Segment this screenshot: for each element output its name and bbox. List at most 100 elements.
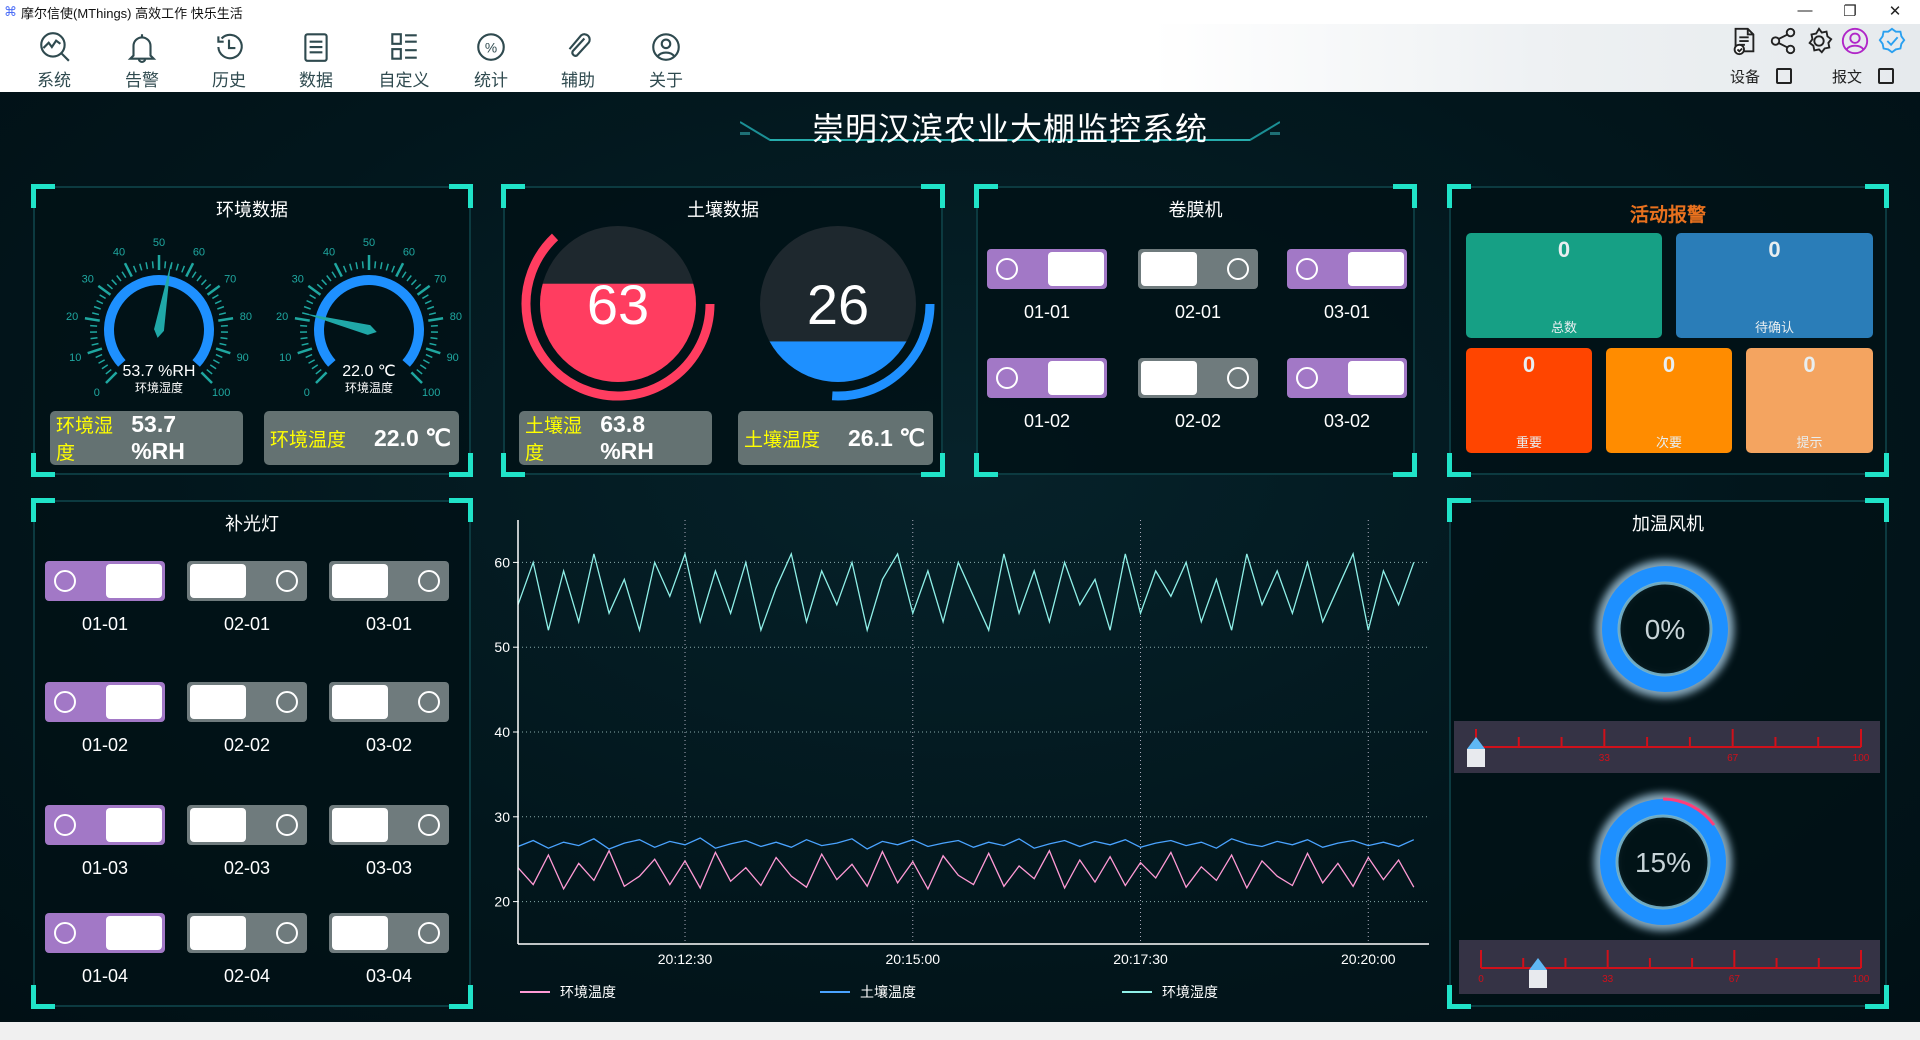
gauge-tick <box>306 299 314 305</box>
legend-item[interactable]: 环境湿度 <box>1122 982 1218 1002</box>
alarm-label: 重要 <box>1515 435 1542 450</box>
gauge-tick <box>91 312 100 316</box>
toggle-switch-01-04[interactable] <box>45 913 165 953</box>
gauge-tick <box>321 279 328 286</box>
toggle-switch-03-04[interactable] <box>329 913 449 953</box>
y-tick-label: 60 <box>494 554 510 570</box>
user-circle-button[interactable] <box>1840 26 1872 58</box>
legend-item[interactable]: 环境温度 <box>520 982 616 1002</box>
toolbar-label: 历史 <box>212 71 246 90</box>
slider-handle[interactable] <box>1467 749 1485 767</box>
alarm-card-1[interactable]: 0 待确认 <box>1676 233 1873 338</box>
toolbar-user-button[interactable]: 关于 <box>626 30 706 91</box>
toggle-circle-icon <box>418 814 440 836</box>
toggle-switch-03-01[interactable] <box>1287 249 1407 289</box>
gauge-tick <box>215 353 223 359</box>
toggle-switch-01-01[interactable] <box>987 249 1107 289</box>
gauge-tick <box>391 265 396 273</box>
legend-swatch <box>1122 991 1152 993</box>
toggle-label: 03-01 <box>365 614 413 634</box>
legend-item[interactable]: 土壤温度 <box>820 982 916 1002</box>
gauge-tick <box>175 263 179 271</box>
message-checkbox[interactable] <box>1878 68 1894 84</box>
toggle-switch-03-02[interactable] <box>329 682 449 722</box>
toggle-switch-02-01[interactable] <box>1138 249 1258 289</box>
toolbar-paperclip-button[interactable]: 辅助 <box>538 30 618 91</box>
toolbar-bell-button[interactable]: 告警 <box>102 30 182 91</box>
verified-badge-button[interactable] <box>1877 26 1909 58</box>
gauge-tick-label: 20 <box>66 311 78 323</box>
toggle-circle-icon <box>418 691 440 713</box>
gauge-tick <box>305 353 313 359</box>
minimize-button[interactable]: — <box>1797 2 1813 19</box>
gauge-tick <box>169 262 173 270</box>
gauge-tick <box>212 359 220 364</box>
toolbar-percent-button[interactable]: % 统计 <box>451 30 531 91</box>
toolbar-label: 数据 <box>299 71 333 90</box>
toggle-knob <box>190 685 246 719</box>
toggle-label: 02-03 <box>223 858 271 878</box>
soil-temperature-box: 土壤温度 26.1 ℃ <box>738 411 933 465</box>
toggle-label: 02-04 <box>223 966 271 986</box>
alarm-card-2[interactable]: 0 重要 <box>1466 348 1592 453</box>
alarm-card-3[interactable]: 0 次要 <box>1606 348 1732 453</box>
toggle-switch-02-02[interactable] <box>1138 358 1258 398</box>
toggle-circle-icon <box>1296 258 1318 280</box>
gauge-tick-label: 0 <box>94 387 100 398</box>
restore-button[interactable]: ❐ <box>1843 3 1857 20</box>
document-check-button[interactable] <box>1729 26 1761 58</box>
env-temperature-box: 环境温度 22.0 ℃ <box>264 411 459 465</box>
gauge-tick <box>308 359 316 364</box>
toggle-switch-03-02[interactable] <box>1287 358 1407 398</box>
alarm-card-4[interactable]: 0 提示 <box>1746 348 1873 453</box>
toolbar-chart-search-button[interactable]: 系统 <box>14 30 94 97</box>
toggle-switch-03-03[interactable] <box>329 805 449 845</box>
toggle-switch-02-01[interactable] <box>187 561 307 601</box>
share-button[interactable] <box>1768 26 1800 58</box>
toggle-label: 02-01 <box>1174 302 1222 322</box>
alarm-count: 0 <box>1662 352 1676 377</box>
toggle-knob <box>106 564 162 598</box>
level-value: 26 <box>807 273 869 336</box>
box-value: 22.0 ℃ <box>374 424 451 451</box>
gauge-tick <box>93 305 101 310</box>
panel-corner-decoration <box>1865 985 1889 1009</box>
toggle-knob <box>332 808 388 842</box>
toolbar-list-button[interactable]: 数据 <box>276 30 356 91</box>
toggle-switch-01-02[interactable] <box>987 358 1107 398</box>
gear-button[interactable] <box>1804 26 1836 58</box>
toggle-knob <box>106 808 162 842</box>
layout-icon <box>391 33 417 60</box>
toggle-switch-01-02[interactable] <box>45 682 165 722</box>
toolbar-history-button[interactable]: 历史 <box>189 30 269 91</box>
toolbar-layout-button[interactable]: 自定义 <box>364 30 444 91</box>
toggle-switch-03-01[interactable] <box>329 561 449 601</box>
toggle-circle-icon <box>1296 367 1318 389</box>
gauge-tick <box>427 305 435 310</box>
alarm-card-0[interactable]: 0 总数 <box>1466 233 1662 338</box>
toggle-circle-icon <box>276 922 298 944</box>
gauge-arc <box>104 275 214 367</box>
toolbar-label: 统计 <box>474 71 508 90</box>
panel-corner-decoration <box>974 453 998 477</box>
gauge-tick-label: 20 <box>276 311 288 323</box>
gauge-tick <box>349 263 353 271</box>
toggle-switch-01-03[interactable] <box>45 805 165 845</box>
toggle-switch-01-01[interactable] <box>45 561 165 601</box>
close-button[interactable]: ✕ <box>1888 3 1902 20</box>
toggle-switch-02-02[interactable] <box>187 682 307 722</box>
gauge-tick <box>333 262 343 278</box>
slider-handle[interactable] <box>1529 970 1547 988</box>
panel-corner-decoration <box>1447 184 1471 208</box>
window-title: 摩尔信使(MThings) 高效工作 快乐生活 <box>21 5 243 21</box>
device-checkbox[interactable] <box>1776 68 1792 84</box>
gauge-tick <box>218 317 234 322</box>
toggle-circle-icon <box>996 367 1018 389</box>
gauge-tick <box>106 283 113 290</box>
box-key: 环境温度 <box>270 429 347 451</box>
gauge-tick <box>326 275 332 282</box>
toggle-switch-02-03[interactable] <box>187 805 307 845</box>
toggle-switch-02-04[interactable] <box>187 913 307 953</box>
toggle-label: 02-01 <box>223 614 271 634</box>
gauge-tick <box>206 368 213 375</box>
